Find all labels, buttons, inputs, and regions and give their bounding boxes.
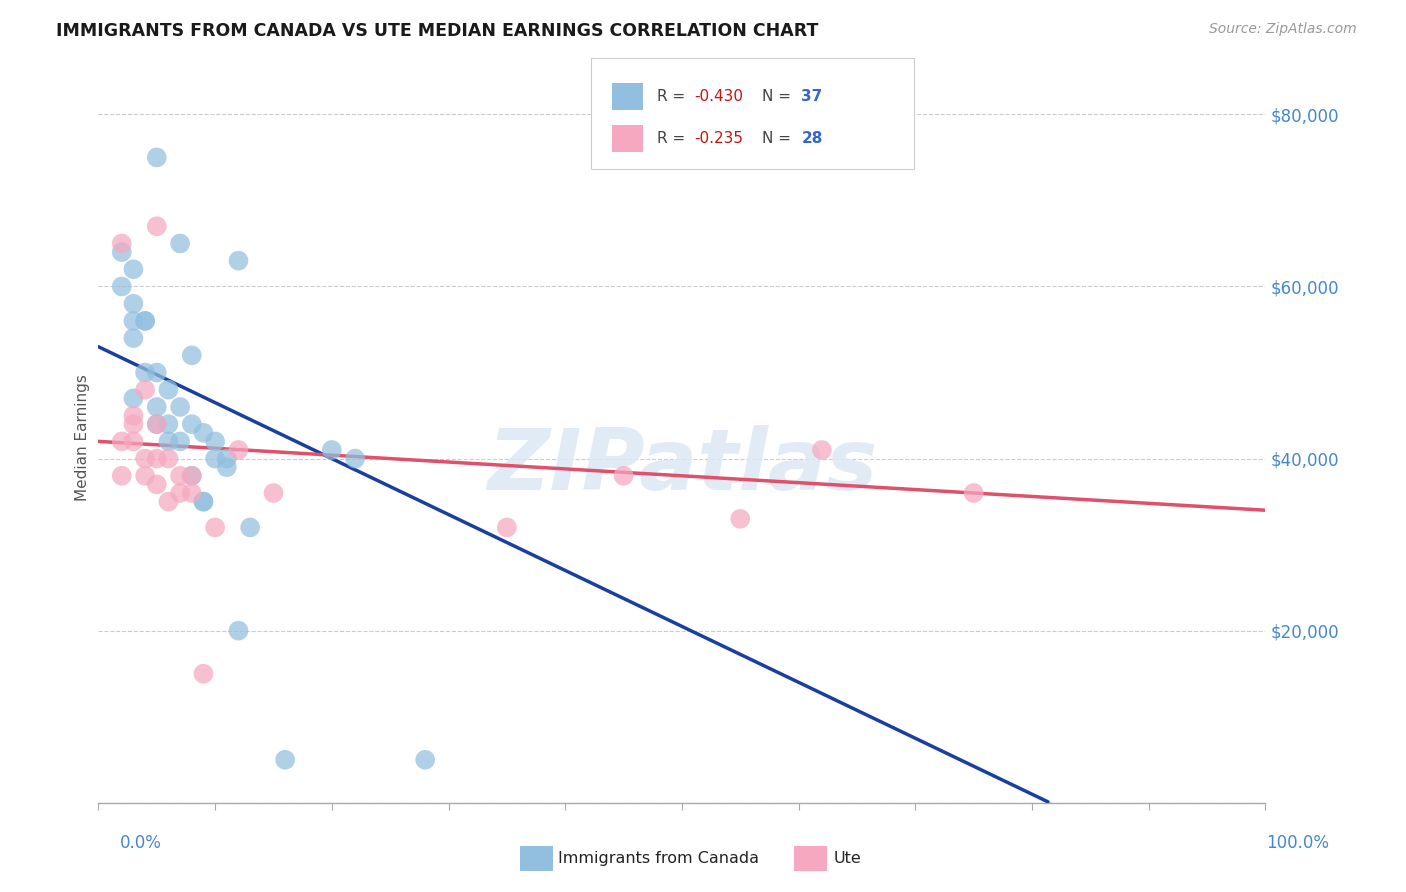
Text: R =: R = <box>657 89 690 103</box>
Point <box>169 236 191 251</box>
Point <box>134 468 156 483</box>
Point <box>239 520 262 534</box>
Text: R =: R = <box>657 131 690 145</box>
Point <box>111 245 134 260</box>
Point <box>122 262 145 277</box>
Y-axis label: Median Earnings: Median Earnings <box>75 374 90 500</box>
Point <box>180 417 202 432</box>
Point <box>146 477 169 491</box>
Point <box>111 468 134 483</box>
Point <box>228 253 250 268</box>
Text: 100.0%: 100.0% <box>1265 834 1329 852</box>
Point <box>612 468 634 483</box>
Point <box>169 468 191 483</box>
Point <box>228 442 250 457</box>
Point <box>215 460 238 475</box>
Point <box>228 624 250 638</box>
Point <box>180 468 202 483</box>
Point <box>134 314 156 328</box>
Point <box>122 409 145 423</box>
Point <box>122 417 145 432</box>
Point <box>146 150 169 164</box>
Point <box>811 442 834 457</box>
Point <box>413 753 436 767</box>
Point <box>274 753 297 767</box>
Point <box>134 314 156 328</box>
Text: Source: ZipAtlas.com: Source: ZipAtlas.com <box>1209 22 1357 37</box>
Point <box>169 434 191 449</box>
Point <box>496 520 519 534</box>
Point <box>204 434 226 449</box>
Point <box>146 451 169 466</box>
Text: Immigrants from Canada: Immigrants from Canada <box>558 851 759 865</box>
Point <box>134 366 156 380</box>
Text: ZIPatlas: ZIPatlas <box>486 425 877 508</box>
Point <box>157 494 180 508</box>
Text: 0.0%: 0.0% <box>120 834 162 852</box>
Point <box>180 468 202 483</box>
Point <box>180 486 202 500</box>
Text: -0.235: -0.235 <box>695 131 744 145</box>
Point <box>962 486 984 500</box>
Text: 37: 37 <box>801 89 823 103</box>
Text: IMMIGRANTS FROM CANADA VS UTE MEDIAN EARNINGS CORRELATION CHART: IMMIGRANTS FROM CANADA VS UTE MEDIAN EAR… <box>56 22 818 40</box>
Point <box>122 331 145 345</box>
Point <box>204 451 226 466</box>
Point <box>193 494 215 508</box>
Point <box>157 434 180 449</box>
Text: N =: N = <box>762 131 796 145</box>
Point <box>146 219 169 234</box>
Text: -0.430: -0.430 <box>695 89 744 103</box>
Point <box>122 434 145 449</box>
Point <box>157 383 180 397</box>
Point <box>262 486 284 500</box>
Point <box>180 348 202 362</box>
Point <box>169 400 191 414</box>
Point <box>146 417 169 432</box>
Point <box>122 392 145 406</box>
Point <box>204 520 226 534</box>
Point <box>146 400 169 414</box>
Point <box>134 383 156 397</box>
Point <box>344 451 367 466</box>
Point <box>157 417 180 432</box>
Point <box>169 486 191 500</box>
Point <box>134 451 156 466</box>
Point <box>193 666 215 681</box>
Text: 28: 28 <box>801 131 823 145</box>
Point <box>111 236 134 251</box>
Point <box>730 512 752 526</box>
Point <box>193 494 215 508</box>
Point <box>157 451 180 466</box>
Point <box>122 296 145 310</box>
Point <box>122 314 145 328</box>
Text: N =: N = <box>762 89 796 103</box>
Point <box>193 425 215 440</box>
Point <box>321 442 343 457</box>
Point <box>215 451 238 466</box>
Text: Ute: Ute <box>834 851 862 865</box>
Point <box>146 366 169 380</box>
Point <box>111 279 134 293</box>
Point <box>146 417 169 432</box>
Point <box>111 434 134 449</box>
